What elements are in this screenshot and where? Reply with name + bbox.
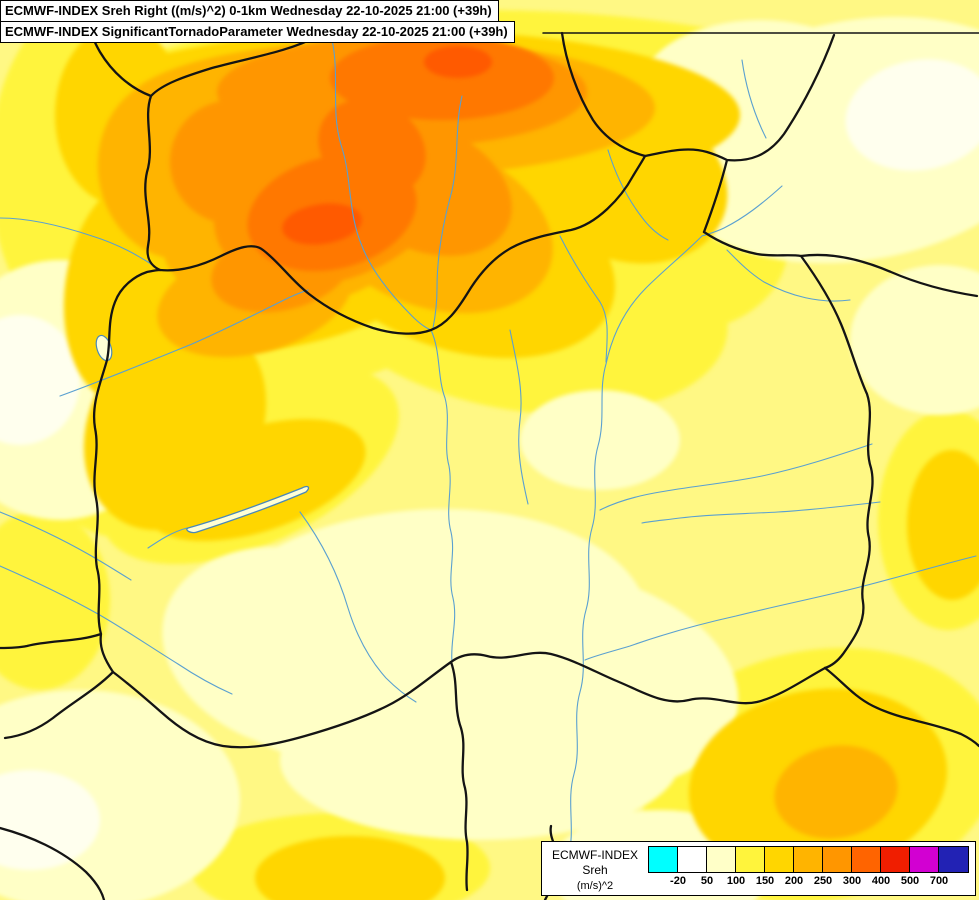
legend-color-cell [736,846,765,872]
contour-level-near-white [0,59,979,870]
legend: ECMWF-INDEX Sreh (m/s)^2 -20 50 100 150 200 2… [541,840,976,896]
border-path [702,230,979,670]
legend-colorbar [648,845,969,873]
title-bar-secondary: ECMWF-INDEX SignificantTornadoParameter … [0,21,515,43]
title-bar-primary: ECMWF-INDEX Sreh Right ((m/s)^2) 0-1km W… [0,0,499,22]
legend-parameter-label: Sreh [582,863,608,878]
legend-color-cell [881,846,910,872]
legend-tick-label: 250 [813,874,833,887]
borders-layer [0,31,979,900]
legend-color-cell [678,846,707,872]
title-secondary-text: ECMWF-INDEX SignificantTornadoParameter … [5,24,508,39]
legend-color-cell [939,846,968,872]
legend-tick-label: 300 [842,874,862,887]
legend-tick-label: 700 [929,874,949,887]
legend-tick-label: 400 [871,874,891,887]
legend-tick-label: 100 [726,874,746,887]
legend-units-label: (m/s)^2 [576,879,614,892]
legend-color-cell [852,846,881,872]
legend-tick-label: 150 [755,874,775,887]
legend-tick-label: -20 [670,874,686,887]
border-path [158,154,647,335]
border-path [0,660,979,900]
contour-level-red-orange [282,46,492,245]
legend-color-cell [823,846,852,872]
legend-tick-label: 200 [784,874,804,887]
border-path [111,651,827,749]
legend-color-cell [707,846,736,872]
legend-tick-label: 500 [900,874,920,887]
legend-tick-labels: -20 50 100 150 200 250 300 400 500 700 [648,873,969,888]
title-primary-text: ECMWF-INDEX Sreh Right ((m/s)^2) 0-1km W… [5,3,492,18]
legend-colorbar-wrap: -20 50 100 150 200 250 300 400 500 700 [648,845,969,888]
lake-balaton [186,485,310,534]
rivers-layer [0,39,977,893]
border-path [0,268,162,740]
legend-color-cell [765,846,794,872]
legend-color-cell [649,846,678,872]
legend-model-label: ECMWF-INDEX [552,847,638,862]
legend-tick-label: 50 [700,874,714,887]
border-path [560,31,836,234]
legend-text-block: ECMWF-INDEX Sreh (m/s)^2 [546,846,644,893]
river-path [0,39,977,893]
legend-color-cell [910,846,939,872]
legend-color-cell [794,846,823,872]
